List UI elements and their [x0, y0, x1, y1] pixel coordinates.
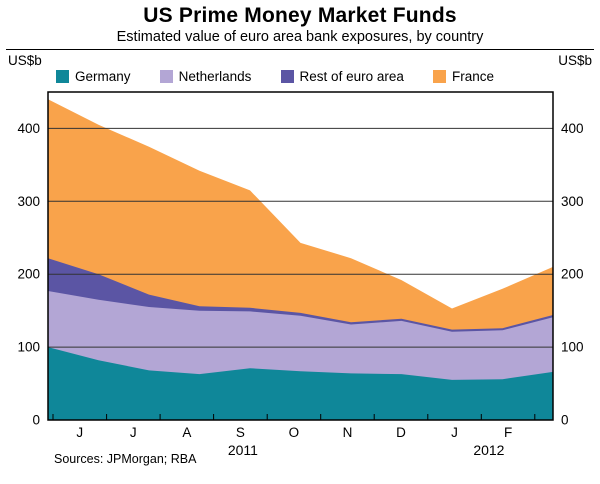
legend: Germany Netherlands Rest of euro area Franc… — [56, 69, 494, 84]
plot-border — [47, 91, 554, 421]
y-tick-label-right: 300 — [561, 194, 584, 209]
chart-subtitle: Estimated value of euro area bank exposu… — [116, 29, 484, 45]
x-tick-label: N — [343, 425, 353, 440]
legend-item-netherlands: Netherlands — [159, 69, 252, 84]
y-tick-label-left: 0 — [32, 413, 40, 428]
area-germany — [48, 347, 553, 420]
y-tick-label-left: 100 — [17, 340, 40, 355]
y-axis-unit-left: US$b — [8, 53, 42, 68]
sources-note: Sources: JPMorgan; RBA — [54, 452, 197, 466]
x-tick-label: O — [289, 425, 300, 440]
chart-title: US Prime Money Market Funds — [143, 4, 457, 27]
y-tick-label-left: 400 — [17, 121, 40, 136]
x-tick-label: F — [504, 425, 512, 440]
x-tick-label: A — [182, 425, 191, 440]
x-tick-label: S — [236, 425, 245, 440]
x-year-label: 2012 — [473, 442, 504, 458]
legend-item-germany: Germany — [56, 69, 131, 84]
y-tick-label-left: 200 — [17, 267, 40, 282]
y-tick-label-right: 400 — [561, 121, 584, 136]
y-axis-unit-right: US$b — [558, 53, 592, 68]
x-year-label: 2011 — [228, 442, 258, 458]
legend-swatch-rest-of-euro-area — [280, 70, 294, 83]
x-tick-label: J — [76, 425, 83, 440]
legend-item-france: France — [432, 69, 494, 84]
legend-swatch-germany — [56, 70, 69, 83]
legend-label-rest-of-euro-area: Rest of euro area — [299, 69, 404, 84]
x-tick-label: J — [451, 425, 458, 440]
y-tick-label-right: 200 — [561, 267, 584, 282]
legend-item-rest-of-euro-area: Rest of euro area — [280, 69, 404, 84]
legend-label-france: France — [451, 69, 494, 84]
legend-label-germany: Germany — [75, 69, 131, 84]
x-tick-label: D — [396, 425, 406, 440]
legend-swatch-netherlands — [159, 70, 173, 83]
y-tick-label-left: 300 — [17, 194, 40, 209]
y-tick-label-right: 0 — [561, 413, 569, 428]
x-tick-label: J — [130, 425, 137, 440]
title-divider-line — [6, 49, 594, 50]
y-tick-label-right: 100 — [561, 340, 584, 355]
legend-label-netherlands: Netherlands — [178, 69, 252, 84]
legend-swatch-france — [432, 70, 446, 83]
